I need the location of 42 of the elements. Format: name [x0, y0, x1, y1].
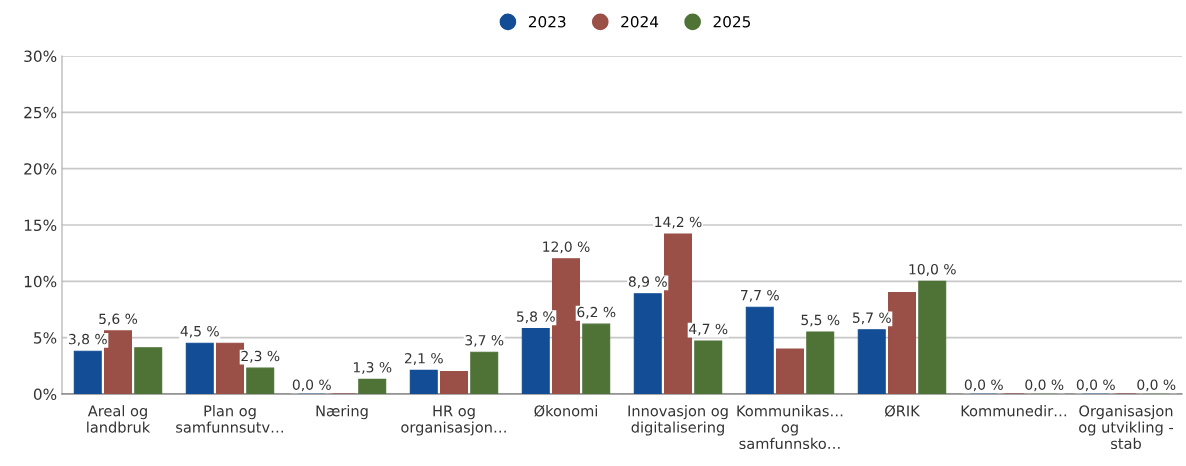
data-label: 3,8 %: [68, 333, 107, 346]
x-tick-label: Kommunikas… og samfunnsko…: [737, 405, 843, 450]
y-tick-label: 25%: [24, 106, 57, 119]
data-label: 0,0 %: [1025, 379, 1064, 392]
x-tick-label: Organisasjon og utvikling - stab: [1079, 405, 1173, 450]
data-label: 2,1 %: [404, 352, 443, 365]
data-label: 2,3 %: [241, 350, 280, 363]
legend-label: 2024: [621, 15, 659, 28]
data-label: 6,2 %: [577, 306, 616, 319]
data-label: 5,5 %: [801, 314, 840, 327]
data-label: 8,9 %: [628, 276, 667, 289]
legend-label: 2025: [713, 15, 751, 28]
y-tick-label: 10%: [24, 275, 57, 288]
data-label: 0,0 %: [1137, 379, 1176, 392]
data-label: 14,2 %: [655, 216, 702, 229]
data-label: 3,7 %: [465, 334, 504, 347]
x-tick-label: Kommunedir…: [961, 405, 1067, 417]
x-tick-label: ØRIK: [884, 405, 921, 417]
data-label: 0,0 %: [292, 379, 331, 392]
data-label: 1,3 %: [353, 361, 392, 374]
y-tick-label: 0%: [33, 388, 57, 401]
data-label: 12,0 %: [543, 241, 590, 254]
data-label: 4,7 %: [689, 323, 728, 336]
data-label: 0,0 %: [1076, 379, 1115, 392]
data-label: 10,0 %: [909, 263, 956, 276]
y-tick-label: 5%: [34, 332, 57, 344]
data-label: 4,5 %: [180, 325, 219, 338]
x-tick-label: HR og organisasjon…: [401, 405, 506, 436]
legend-label: 2023: [528, 15, 566, 28]
x-tick-label: Næring: [316, 405, 368, 420]
data-label: 7,7 %: [741, 289, 779, 302]
data-label: 5,6 %: [99, 313, 138, 326]
y-tick-label: 15%: [24, 219, 57, 232]
y-tick-label: 20%: [24, 163, 57, 175]
y-tick-label: 30%: [24, 50, 57, 63]
data-label: 5,7 %: [852, 312, 891, 325]
data-label: 0,0 %: [964, 379, 1003, 392]
x-tick-label: Plan og samfunnsutv…: [176, 405, 284, 433]
x-tick-label: Areal og landbruk: [87, 405, 151, 433]
data-label: 5,8 %: [516, 311, 555, 324]
x-tick-label: Økonomi: [534, 405, 597, 417]
x-tick-label: Innovasjon og digitalisering: [628, 405, 728, 436]
